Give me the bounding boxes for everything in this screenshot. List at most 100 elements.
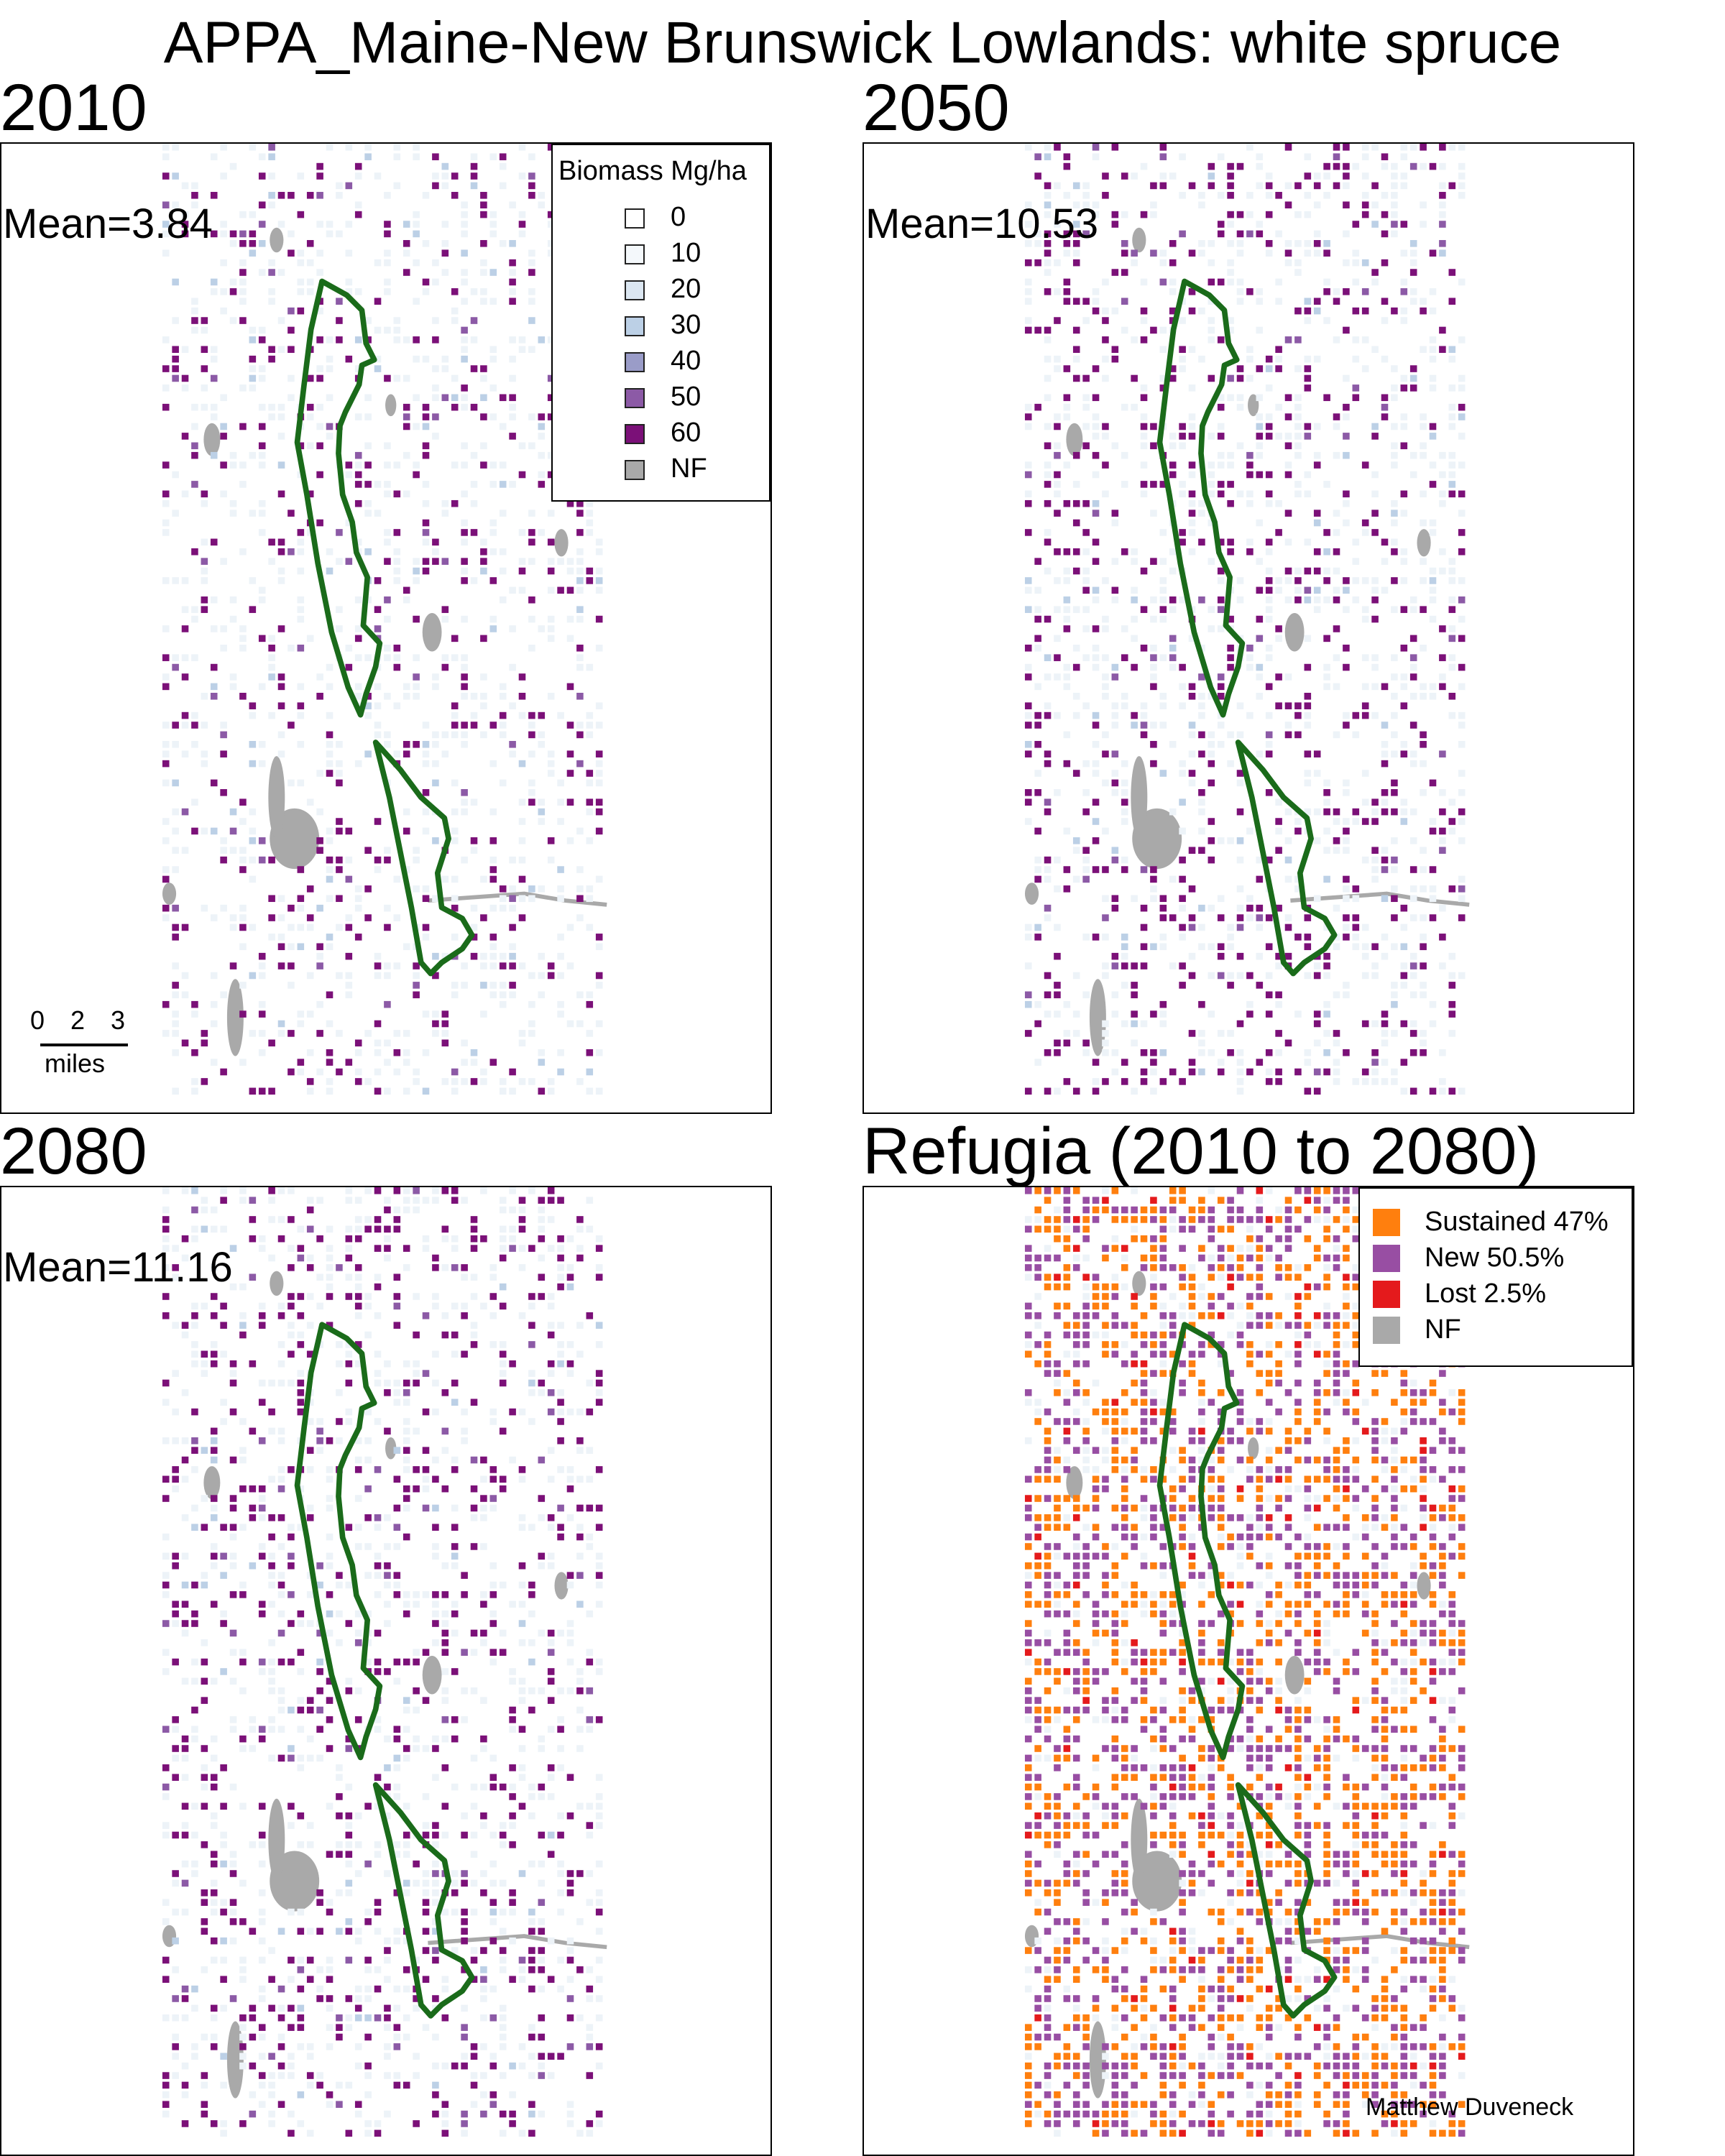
raster-cell bbox=[1208, 336, 1215, 344]
raster-cell bbox=[1063, 1370, 1071, 1377]
raster-cell bbox=[528, 615, 535, 623]
raster-cell bbox=[1034, 1754, 1041, 1762]
raster-cell bbox=[1343, 230, 1350, 238]
raster-cell bbox=[1227, 615, 1234, 623]
raster-cell bbox=[451, 1068, 459, 1076]
raster-cell bbox=[1092, 1293, 1100, 1300]
raster-cell bbox=[1102, 307, 1109, 315]
raster-cell bbox=[326, 1802, 334, 1810]
raster-cell bbox=[1333, 529, 1340, 536]
raster-cell bbox=[1391, 711, 1398, 719]
raster-cell bbox=[229, 1552, 237, 1560]
raster-cell bbox=[1054, 1677, 1061, 1685]
raster-cell bbox=[1054, 288, 1061, 295]
raster-cell bbox=[1169, 741, 1177, 748]
raster-cell bbox=[1072, 1331, 1080, 1339]
raster-cell bbox=[461, 615, 468, 623]
raster-cell bbox=[1400, 1020, 1408, 1028]
raster-cell bbox=[422, 1087, 430, 1095]
raster-cell bbox=[1131, 403, 1138, 411]
raster-cell bbox=[220, 2120, 227, 2127]
raster-cell bbox=[393, 1985, 401, 1993]
raster-cell bbox=[239, 2120, 247, 2127]
raster-cell bbox=[1256, 182, 1264, 190]
mean-label-2080: Mean=11.16 bbox=[3, 1244, 233, 1291]
raster-cell bbox=[201, 2101, 208, 2108]
raster-cell bbox=[1409, 365, 1417, 372]
raster-cell bbox=[345, 1341, 353, 1348]
raster-cell bbox=[1236, 914, 1244, 921]
raster-cell bbox=[239, 1918, 247, 1925]
raster-cell bbox=[1208, 731, 1215, 739]
raster-cell bbox=[1054, 1668, 1061, 1675]
raster-cell bbox=[181, 1754, 189, 1762]
raster-cell bbox=[1034, 403, 1041, 411]
raster-cell bbox=[1063, 1639, 1071, 1646]
raster-cell bbox=[547, 1370, 555, 1377]
raster-cell bbox=[509, 1726, 516, 1733]
raster-cell bbox=[441, 269, 449, 276]
raster-cell bbox=[220, 221, 227, 228]
raster-cell bbox=[1304, 567, 1312, 575]
raster-cell bbox=[393, 1447, 401, 1454]
raster-cell bbox=[364, 1485, 372, 1493]
nonforest-patch bbox=[422, 1655, 442, 1695]
raster-cell bbox=[1256, 162, 1264, 170]
raster-cell bbox=[1429, 683, 1437, 691]
raster-cell bbox=[518, 1639, 526, 1646]
raster-cell bbox=[210, 2033, 218, 2041]
raster-cell bbox=[1092, 1716, 1100, 1723]
raster-cell bbox=[1111, 770, 1119, 777]
raster-cell bbox=[480, 2043, 487, 2050]
raster-cell bbox=[345, 471, 353, 479]
raster-cell bbox=[576, 654, 584, 661]
raster-cell bbox=[557, 586, 564, 594]
raster-cell bbox=[1439, 326, 1446, 334]
raster-cell bbox=[509, 1764, 516, 1772]
raster-cell bbox=[336, 779, 343, 787]
raster-cell bbox=[1246, 192, 1254, 199]
raster-cell bbox=[1063, 298, 1071, 305]
raster-cell bbox=[1458, 885, 1466, 893]
raster-cell bbox=[336, 895, 343, 903]
raster-cell bbox=[1092, 153, 1100, 160]
raster-cell bbox=[181, 1822, 189, 1829]
raster-cell bbox=[576, 1254, 584, 1262]
raster-cell bbox=[306, 1206, 314, 1214]
raster-cell bbox=[1024, 1639, 1032, 1646]
raster-cell bbox=[547, 1447, 555, 1454]
raster-cell bbox=[1072, 374, 1080, 382]
raster-cell bbox=[1265, 711, 1273, 719]
raster-cell bbox=[538, 336, 546, 344]
raster-cell bbox=[1082, 1216, 1090, 1223]
raster-cell bbox=[181, 1985, 189, 1993]
raster-cell bbox=[1409, 808, 1417, 816]
raster-cell bbox=[326, 711, 334, 719]
raster-cell bbox=[172, 2043, 179, 2050]
raster-cell bbox=[258, 1889, 266, 1897]
raster-cell bbox=[384, 1956, 391, 1964]
raster-cell bbox=[1236, 230, 1244, 238]
raster-cell bbox=[1034, 1293, 1041, 1300]
raster-cell bbox=[1024, 2110, 1032, 2118]
raster-cell bbox=[441, 1716, 449, 1723]
raster-cell bbox=[1150, 510, 1157, 517]
raster-cell bbox=[489, 1831, 497, 1839]
raster-cell bbox=[566, 1408, 574, 1416]
raster-cell bbox=[326, 1629, 334, 1637]
raster-cell bbox=[1391, 461, 1398, 469]
raster-cell bbox=[191, 722, 198, 729]
raster-cell bbox=[1063, 760, 1071, 768]
raster-cell bbox=[210, 1514, 218, 1521]
raster-cell bbox=[1034, 1418, 1041, 1425]
raster-cell bbox=[1458, 895, 1466, 903]
raster-cell bbox=[1217, 692, 1225, 700]
raster-cell bbox=[268, 914, 275, 921]
raster-cell bbox=[1054, 1793, 1061, 1800]
raster-cell bbox=[557, 1985, 564, 1993]
raster-cell bbox=[557, 1273, 564, 1281]
raster-cell bbox=[576, 663, 584, 671]
raster-cell bbox=[1381, 847, 1389, 854]
raster-cell bbox=[384, 2024, 391, 2031]
raster-cell bbox=[1034, 1668, 1041, 1675]
